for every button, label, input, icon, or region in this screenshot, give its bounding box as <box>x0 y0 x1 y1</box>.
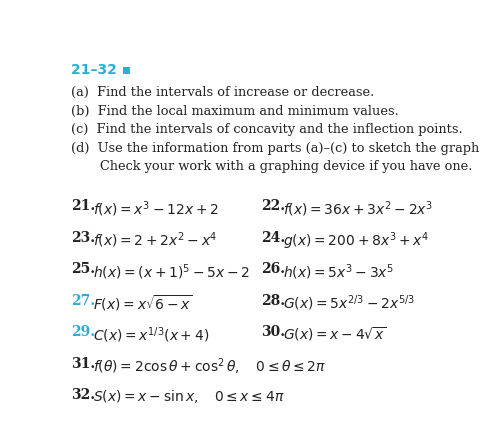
Text: $g(x) = 200 + 8x^3 + x^4$: $g(x) = 200 + 8x^3 + x^4$ <box>283 230 429 252</box>
Text: 24.: 24. <box>261 230 285 244</box>
Text: 31.: 31. <box>71 356 96 370</box>
Text: 30.: 30. <box>261 324 285 338</box>
Text: 23.: 23. <box>71 230 96 244</box>
Text: $f(x) = x^3 - 12x + 2$: $f(x) = x^3 - 12x + 2$ <box>94 199 219 218</box>
Text: (b)  Find the local maximum and minimum values.: (b) Find the local maximum and minimum v… <box>71 104 399 117</box>
Text: 22.: 22. <box>261 199 285 212</box>
Text: 21–32 ▪: 21–32 ▪ <box>71 63 132 77</box>
Text: $h(x) = 5x^3 - 3x^5$: $h(x) = 5x^3 - 3x^5$ <box>283 261 395 281</box>
Text: 29.: 29. <box>71 324 96 338</box>
Text: 26.: 26. <box>261 261 285 276</box>
Text: (a)  Find the intervals of increase or decrease.: (a) Find the intervals of increase or de… <box>71 86 374 98</box>
Text: $F(x) = x\sqrt{6-x}$: $F(x) = x\sqrt{6-x}$ <box>94 293 193 313</box>
Text: $G(x) = 5x^{2/3} - 2x^{5/3}$: $G(x) = 5x^{2/3} - 2x^{5/3}$ <box>283 293 415 313</box>
Text: $h(x) = (x+1)^5 - 5x - 2$: $h(x) = (x+1)^5 - 5x - 2$ <box>94 261 251 281</box>
Text: 28.: 28. <box>261 293 285 307</box>
Text: (d)  Use the information from parts (a)–(c) to sketch the graph.: (d) Use the information from parts (a)–(… <box>71 141 480 154</box>
Text: $C(x) = x^{1/3}(x+4)$: $C(x) = x^{1/3}(x+4)$ <box>94 324 210 344</box>
Text: (c)  Find the intervals of concavity and the inflection points.: (c) Find the intervals of concavity and … <box>71 123 463 136</box>
Text: Check your work with a graphing device if you have one.: Check your work with a graphing device i… <box>71 160 472 173</box>
Text: $G(x) = x - 4\sqrt{x}$: $G(x) = x - 4\sqrt{x}$ <box>283 324 386 342</box>
Text: 21.: 21. <box>71 199 96 212</box>
Text: $f(\theta) = 2\cos\theta + \cos^2\theta, \quad 0 \leq \theta \leq 2\pi$: $f(\theta) = 2\cos\theta + \cos^2\theta,… <box>94 356 327 376</box>
Text: 32.: 32. <box>71 387 96 401</box>
Text: 27.: 27. <box>71 293 96 307</box>
Text: $S(x) = x - \sin x, \quad 0 \leq x \leq 4\pi$: $S(x) = x - \sin x, \quad 0 \leq x \leq … <box>94 387 285 404</box>
Text: $f(x) = 2 + 2x^2 - x^4$: $f(x) = 2 + 2x^2 - x^4$ <box>94 230 218 249</box>
Text: 25.: 25. <box>71 261 96 276</box>
Text: $f(x) = 36x + 3x^2 - 2x^3$: $f(x) = 36x + 3x^2 - 2x^3$ <box>283 199 433 218</box>
